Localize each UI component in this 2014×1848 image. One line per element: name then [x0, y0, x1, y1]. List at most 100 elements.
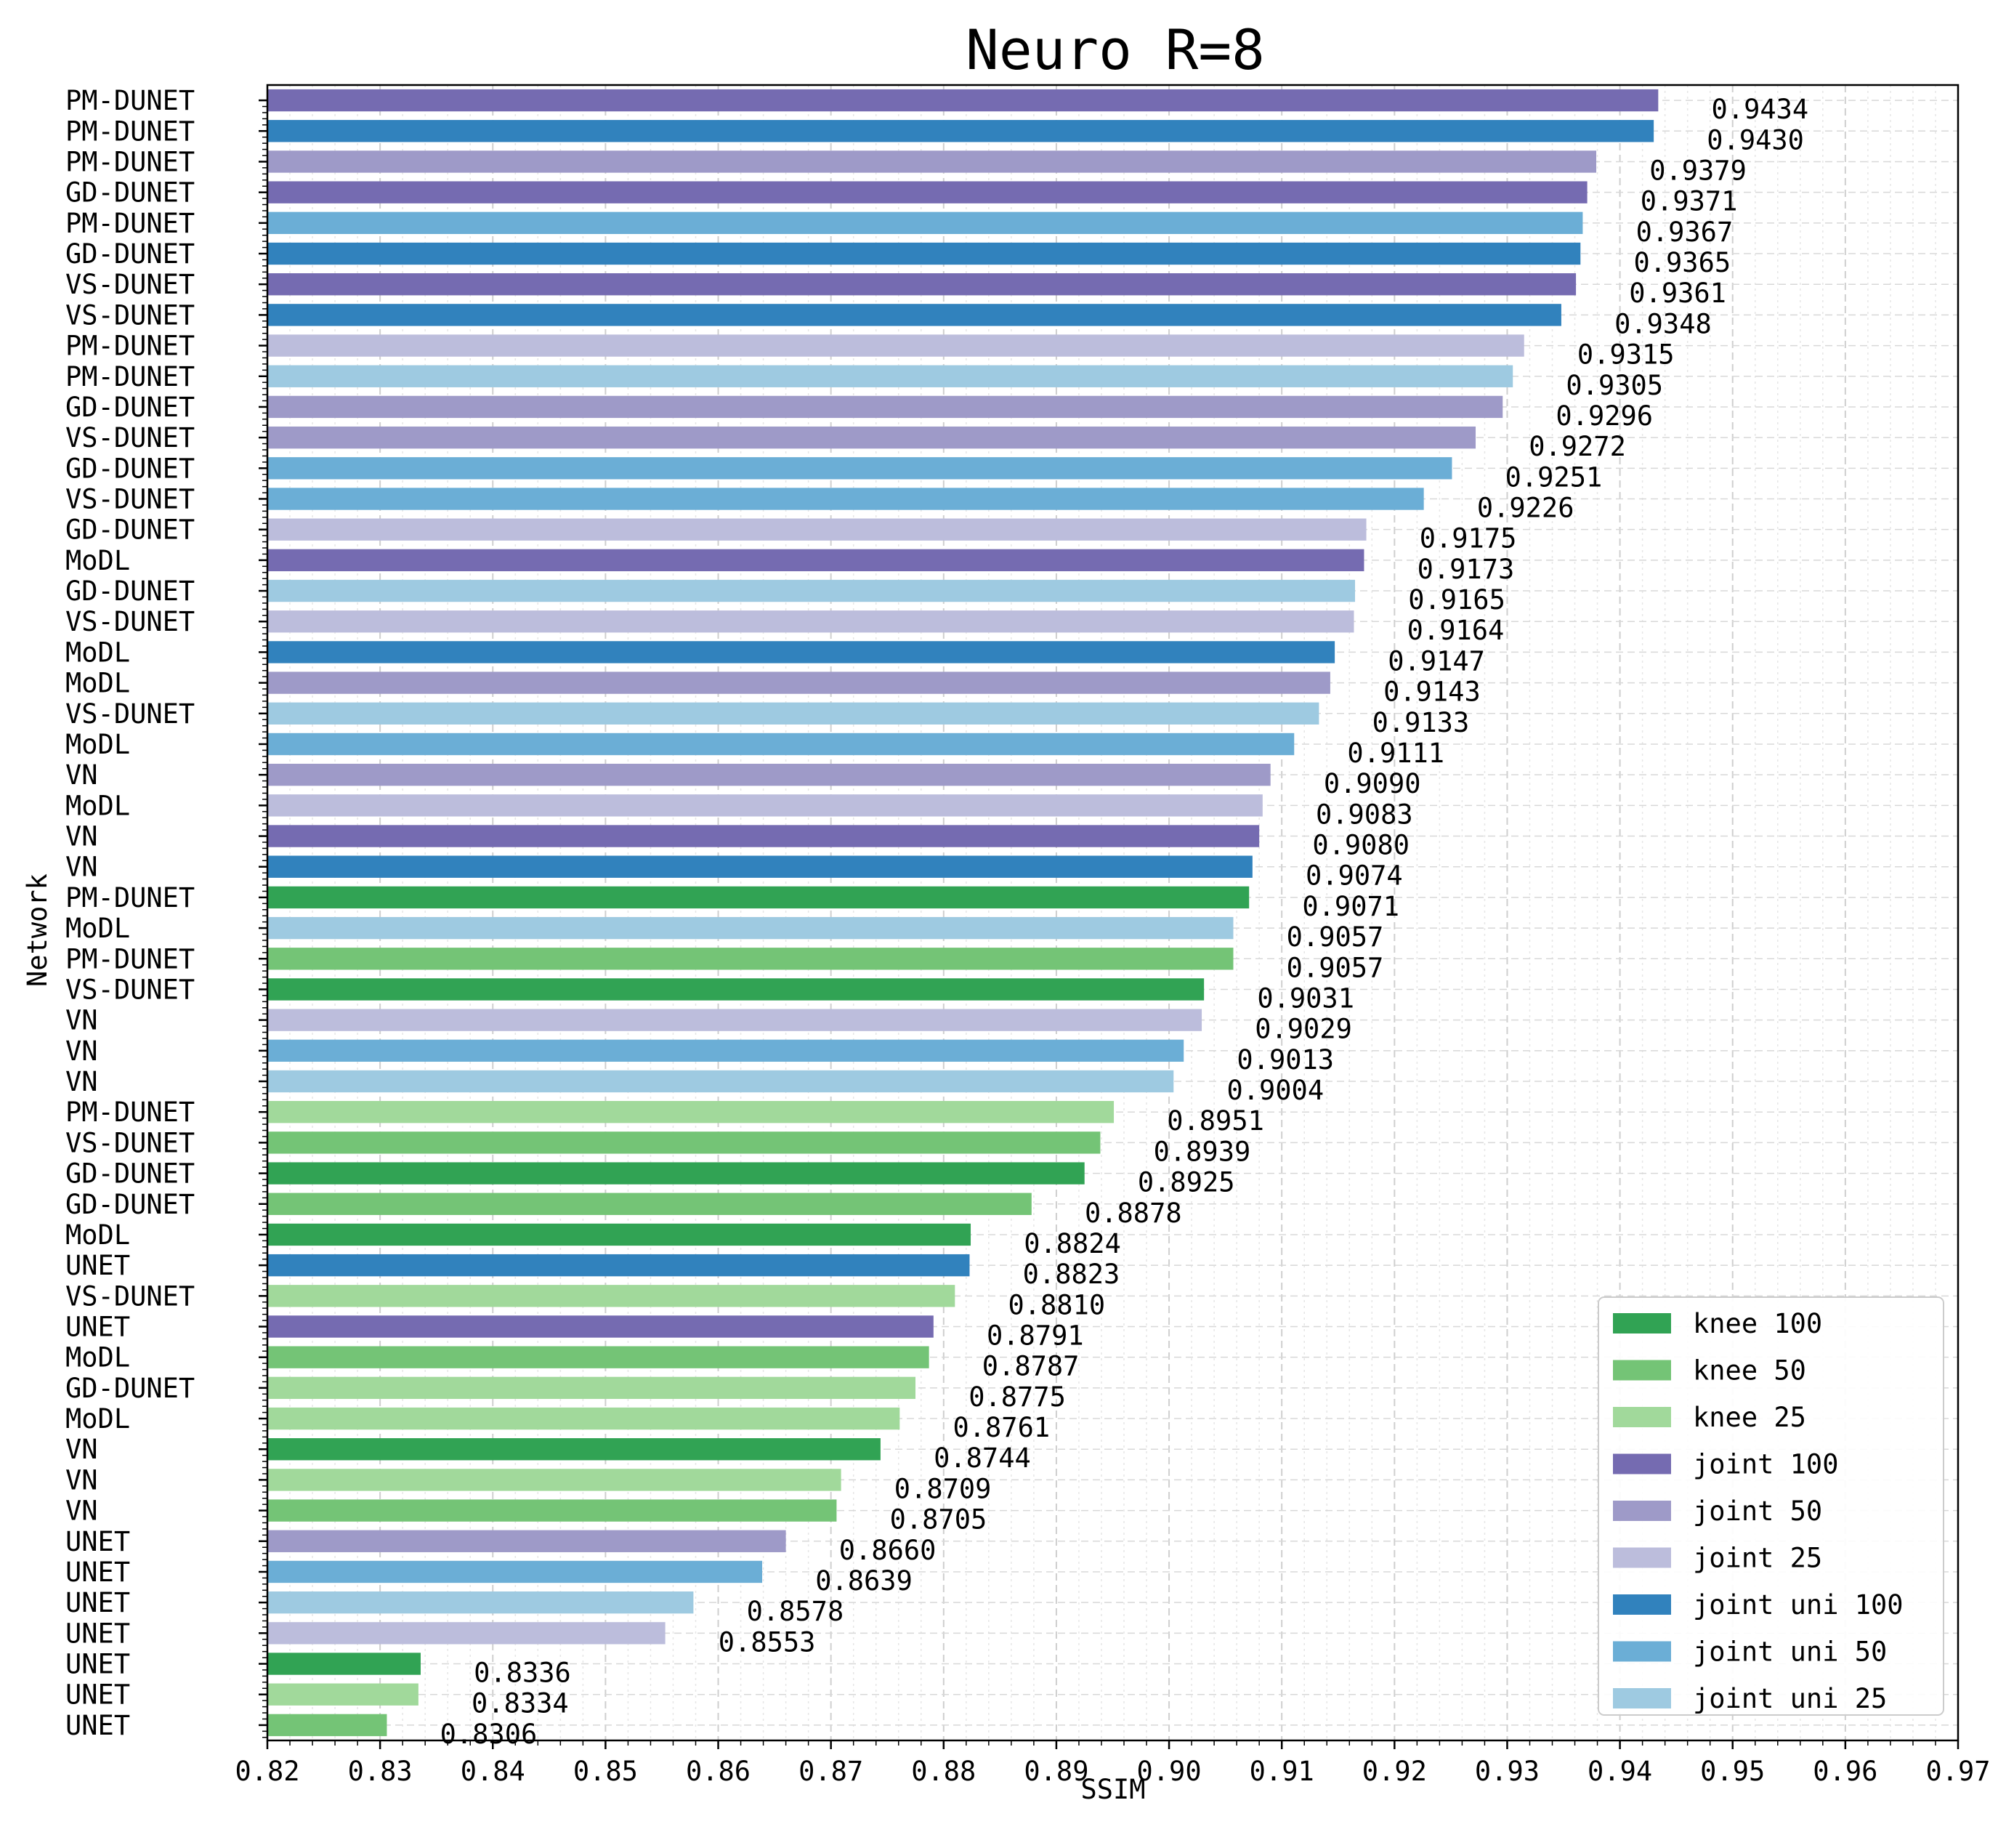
bar-value-label: 0.9379	[1649, 155, 1747, 186]
bar	[267, 825, 1260, 847]
bar-value-label: 0.9361	[1629, 278, 1726, 309]
bar-value-label: 0.8787	[982, 1351, 1080, 1382]
y-tick-label: GD-DUNET	[65, 392, 195, 423]
bar	[267, 1009, 1202, 1031]
y-tick-label: GD-DUNET	[65, 177, 195, 209]
bar-value-label: 0.9029	[1255, 1014, 1352, 1045]
bar	[267, 1407, 900, 1430]
y-tick-label: UNET	[65, 1710, 130, 1741]
bar	[267, 120, 1654, 142]
chart-title: Neuro R=8	[966, 17, 1265, 82]
bar-value-label: 0.8791	[987, 1320, 1084, 1352]
bar-value-label: 0.9367	[1636, 217, 1734, 248]
legend-swatch	[1613, 1688, 1671, 1708]
bar	[267, 1683, 418, 1706]
y-tick-label: VN	[65, 1005, 98, 1036]
legend-entry: joint 25	[1693, 1543, 1822, 1574]
bar-value-label: 0.9175	[1420, 523, 1517, 554]
y-tick-label: UNET	[65, 1587, 130, 1618]
bar	[267, 457, 1452, 480]
bar	[267, 181, 1588, 203]
bar	[267, 1223, 971, 1246]
y-tick-label: UNET	[65, 1618, 130, 1649]
bar	[267, 518, 1367, 541]
bar-value-label: 0.8761	[953, 1412, 1050, 1443]
y-tick-label: GD-DUNET	[65, 576, 195, 607]
x-tick-label: 0.94	[1588, 1756, 1652, 1787]
bar	[267, 1499, 837, 1522]
bar-value-label: 0.9090	[1324, 768, 1421, 799]
bar	[267, 1193, 1032, 1215]
y-tick-label: UNET	[65, 1649, 130, 1680]
bar	[267, 733, 1295, 756]
y-tick-label: GD-DUNET	[65, 1373, 195, 1404]
y-tick-label: VN	[65, 1066, 98, 1097]
bar	[267, 702, 1319, 725]
y-tick-label: MoDL	[65, 790, 130, 821]
bar-value-label: 0.9071	[1302, 891, 1399, 922]
bar-value-label: 0.9057	[1287, 921, 1384, 953]
y-tick-label: VS-DUNET	[65, 422, 195, 453]
x-tick-label: 0.88	[911, 1756, 976, 1787]
y-tick-label: VS-DUNET	[65, 269, 195, 300]
y-tick-label: UNET	[65, 1679, 130, 1711]
bar-value-label: 0.9272	[1529, 431, 1626, 462]
bar-value-label: 0.8709	[894, 1473, 992, 1504]
y-tick-label: VN	[65, 1464, 98, 1496]
legend-swatch	[1613, 1594, 1671, 1615]
y-tick-label: MoDL	[65, 668, 130, 699]
y-tick-label: MoDL	[65, 545, 130, 576]
bar-value-label: 0.9080	[1312, 830, 1410, 861]
legend-entry: knee 100	[1693, 1308, 1822, 1339]
bar	[267, 334, 1524, 357]
bar-value-label: 0.8810	[1008, 1289, 1105, 1320]
bar-value-label: 0.8578	[747, 1596, 844, 1627]
y-tick-label: GD-DUNET	[65, 1158, 195, 1190]
bar-value-label: 0.8775	[968, 1381, 1066, 1413]
legend: knee 100 knee 50 knee 25 joint 100 joint 50 j…	[1598, 1296, 1944, 1716]
bar-value-label: 0.8334	[472, 1688, 569, 1719]
y-tick-label: UNET	[65, 1312, 130, 1343]
x-tick-label: 0.89	[1024, 1756, 1088, 1787]
bar-value-label: 0.9133	[1372, 707, 1470, 738]
bar	[267, 211, 1583, 235]
y-tick-label: VS-DUNET	[65, 606, 195, 637]
bar	[267, 763, 1271, 786]
legend-entry: joint uni 25	[1693, 1683, 1887, 1714]
y-tick-label: MoDL	[65, 729, 130, 760]
bar	[267, 1438, 881, 1461]
bar-value-label: 0.8824	[1024, 1228, 1121, 1259]
bar-value-label: 0.9164	[1407, 615, 1505, 646]
bar-value-label: 0.9434	[1712, 94, 1809, 125]
y-tick-label: PM-DUNET	[65, 146, 195, 177]
bar-value-label: 0.8878	[1085, 1198, 1182, 1229]
bar-value-label: 0.9365	[1633, 247, 1731, 278]
bars: 0.9434 PM-DUNET 0.9430 PM-DUNET 0.9379 PM-DUN…	[65, 85, 1808, 1750]
bar-value-label: 0.9305	[1566, 370, 1663, 401]
bar-value-label: 0.8951	[1167, 1105, 1264, 1137]
x-tick-label: 0.96	[1813, 1756, 1877, 1787]
y-tick-label: VN	[65, 1036, 98, 1067]
x-tick-label: 0.87	[798, 1756, 863, 1787]
y-tick-label: VN	[65, 759, 98, 791]
legend-swatch	[1613, 1453, 1671, 1474]
bar	[267, 978, 1205, 1001]
bar	[267, 304, 1561, 326]
y-tick-label: UNET	[65, 1526, 130, 1557]
legend-swatch	[1613, 1313, 1671, 1333]
y-tick-label: UNET	[65, 1557, 130, 1588]
y-tick-label: VN	[65, 1496, 98, 1527]
bar	[267, 579, 1356, 602]
y-tick-label: VS-DUNET	[65, 484, 195, 515]
x-tick-label: 0.91	[1250, 1756, 1314, 1787]
y-tick-label: VN	[65, 821, 98, 852]
legend-entry: joint 50	[1693, 1496, 1822, 1527]
legend-entry: knee 25	[1693, 1402, 1806, 1433]
bar	[267, 1346, 929, 1368]
y-tick-label: GD-DUNET	[65, 1189, 195, 1220]
bar-value-label: 0.8744	[934, 1443, 1031, 1474]
bar	[267, 150, 1597, 173]
x-tick-label: 0.92	[1362, 1756, 1427, 1787]
bar-value-label: 0.9074	[1306, 860, 1403, 892]
bar-value-label: 0.9315	[1577, 339, 1675, 371]
